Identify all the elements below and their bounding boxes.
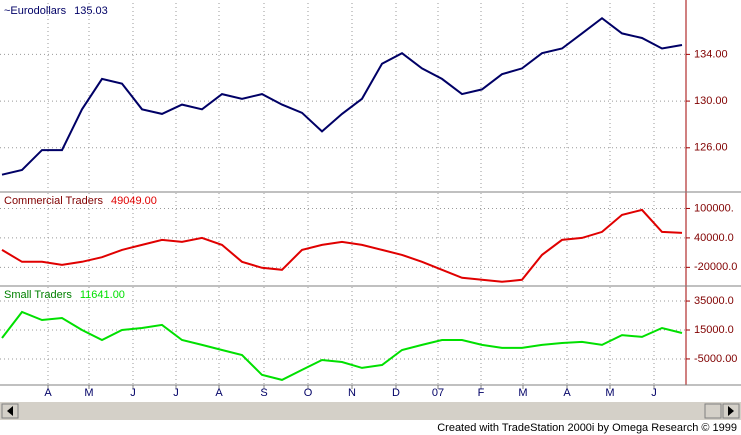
last-value: 135.03: [74, 5, 108, 17]
x-tick-label: S: [260, 387, 267, 399]
x-tick-label: J: [130, 387, 136, 399]
series-line: [1, 310, 683, 381]
x-tick-label: N: [348, 387, 356, 399]
y-tick-label: 40000.0: [694, 232, 734, 244]
series-line: [1, 208, 683, 283]
x-tick-label: F: [478, 387, 485, 399]
y-tick-label: 15000.0: [694, 324, 734, 336]
x-tick-label: A: [563, 387, 571, 399]
x-tick-label: M: [84, 387, 93, 399]
scrollbar[interactable]: [0, 402, 741, 420]
y-tick-label: -5000.00: [694, 353, 737, 365]
x-tick-label: D: [392, 387, 400, 399]
x-tick-label: A: [44, 387, 52, 399]
x-tick-label: M: [605, 387, 614, 399]
pane-title: ~Eurodollars: [4, 5, 67, 17]
pane-title: Commercial Traders: [4, 195, 104, 207]
last-value: 11641.00: [80, 289, 125, 301]
x-tick-label: M: [518, 387, 527, 399]
x-tick-label: A: [215, 387, 223, 399]
last-value: 49049.00: [111, 195, 157, 207]
y-tick-label: 134.00: [694, 48, 728, 60]
y-tick-label: 35000.0: [694, 295, 734, 307]
pane-title: Small Traders: [4, 289, 72, 301]
x-tick-label: J: [173, 387, 179, 399]
scroll-thumb[interactable]: [704, 403, 722, 419]
y-tick-label: -20000.0: [694, 261, 737, 273]
series-line: [1, 16, 683, 176]
x-tick-label: J: [651, 387, 657, 399]
y-tick-label: 126.00: [694, 142, 728, 154]
footer: Created with TradeStation 2000i by Omega…: [437, 422, 737, 434]
x-tick-label: 07: [432, 387, 444, 399]
y-tick-label: 100000.: [694, 202, 734, 214]
arrow: [728, 406, 734, 416]
x-tick-label: O: [304, 387, 313, 399]
arrow: [7, 406, 13, 416]
y-tick-label: 130.00: [694, 95, 728, 107]
